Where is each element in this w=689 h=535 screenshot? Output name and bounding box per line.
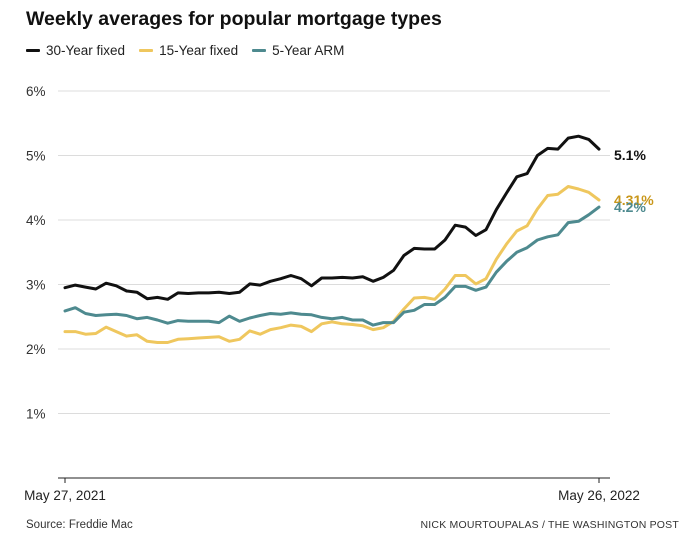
series-line-5-year-arm [63, 205, 601, 327]
series-line-15-year-fixed [63, 185, 601, 344]
credit-line: NICK MOURTOUPALAS / THE WASHINGTON POST [420, 519, 679, 531]
y-tick-label: 1% [26, 407, 46, 422]
legend: 30-Year fixed 15-Year fixed 5-Year ARM [26, 43, 358, 58]
end-label-30-year-fixed: 5.1% [614, 147, 646, 163]
x-tick-label-end: May 26, 2022 [558, 488, 640, 503]
legend-label-15-year: 15-Year fixed [159, 43, 239, 58]
legend-item-30-year: 30-Year fixed [26, 43, 125, 58]
series-line-30-year-fixed [63, 134, 601, 301]
y-tick-label: 4% [26, 213, 46, 228]
y-tick-label: 6% [26, 84, 46, 99]
end-label-5-year-arm: 4.2% [614, 199, 646, 215]
legend-swatch-5-year-arm [252, 49, 267, 52]
legend-item-15-year: 15-Year fixed [139, 43, 238, 58]
legend-label-30-year: 30-Year fixed [46, 43, 126, 58]
legend-item-5-year-arm: 5-Year ARM [252, 43, 344, 58]
y-tick-label: 5% [26, 149, 46, 164]
legend-swatch-15-year [139, 49, 154, 52]
source-note: Source: Freddie Mac [26, 519, 133, 531]
end-label-15-year-fixed: 4.31% [614, 192, 654, 208]
y-tick-label: 2% [26, 342, 46, 357]
legend-swatch-30-year [26, 49, 40, 52]
legend-label-5-year-arm: 5-Year ARM [272, 43, 345, 58]
x-tick-label-start: May 27, 2021 [24, 488, 106, 503]
chart-title: Weekly averages for popular mortgage typ… [26, 8, 442, 30]
y-tick-label: 3% [26, 278, 46, 293]
